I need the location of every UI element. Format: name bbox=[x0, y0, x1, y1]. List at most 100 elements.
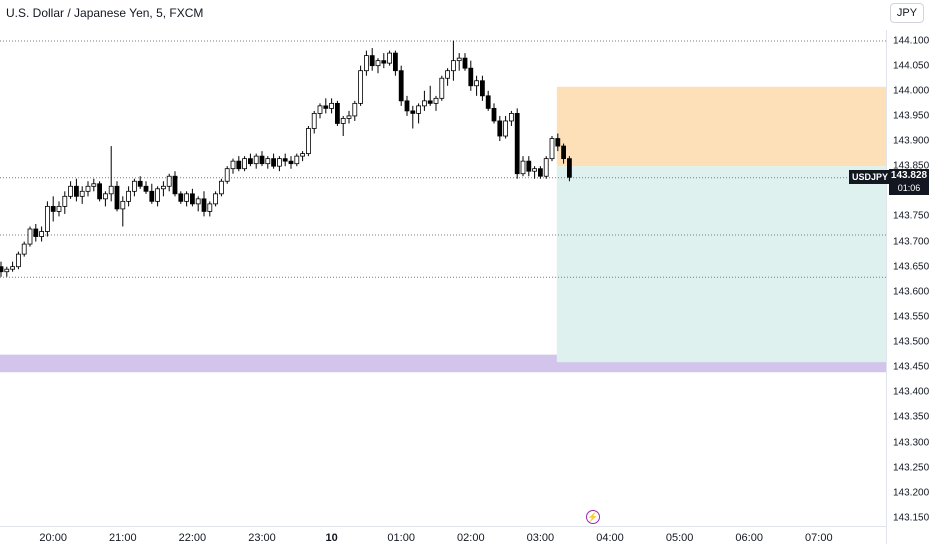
price-tick-label: 143.600 bbox=[893, 286, 930, 298]
candle bbox=[479, 75, 485, 101]
candle bbox=[166, 173, 172, 192]
candle-body bbox=[33, 228, 39, 237]
candle bbox=[21, 241, 27, 257]
candle-body bbox=[468, 67, 474, 87]
candle bbox=[39, 226, 44, 242]
candle bbox=[137, 176, 143, 189]
candle-body bbox=[508, 113, 514, 122]
candle bbox=[33, 223, 39, 242]
candle-body bbox=[375, 60, 381, 67]
candle bbox=[462, 53, 468, 71]
symbol-tag: USDJPY bbox=[849, 170, 892, 185]
candle bbox=[317, 103, 323, 119]
candle bbox=[143, 181, 149, 194]
candle bbox=[120, 196, 126, 227]
time-tick-label: 03:00 bbox=[526, 532, 555, 544]
candle-body bbox=[456, 57, 462, 62]
candle-body bbox=[300, 153, 306, 157]
candle bbox=[62, 191, 68, 214]
candle-body bbox=[450, 60, 456, 72]
candle-body bbox=[85, 185, 91, 192]
candle bbox=[189, 188, 195, 207]
candle-body bbox=[549, 138, 555, 160]
price-tick-label: 143.750 bbox=[893, 210, 930, 222]
candle bbox=[103, 191, 108, 207]
candle-body bbox=[50, 205, 56, 212]
candle-body bbox=[445, 70, 451, 79]
price-tick-label: 143.400 bbox=[893, 386, 930, 398]
candle-body bbox=[439, 77, 445, 99]
price-tick-label: 143.300 bbox=[893, 437, 930, 449]
candle-body bbox=[485, 95, 491, 109]
candle-body bbox=[474, 80, 480, 87]
candle-body bbox=[259, 155, 265, 165]
candle bbox=[410, 105, 416, 129]
candle-body bbox=[62, 195, 68, 207]
time-tick-label: 22:00 bbox=[178, 532, 207, 544]
candle-body bbox=[39, 231, 44, 237]
candle bbox=[114, 181, 120, 212]
candle bbox=[184, 191, 190, 207]
candle-body bbox=[555, 138, 561, 147]
time-tick-label: 21:00 bbox=[109, 532, 137, 544]
candle bbox=[4, 266, 10, 277]
candle-body bbox=[526, 160, 532, 172]
candle-body bbox=[155, 188, 161, 202]
candle-body bbox=[538, 168, 543, 177]
time-tick-label: 05:00 bbox=[665, 532, 694, 544]
candle bbox=[265, 156, 271, 169]
flash-event-icon[interactable]: ⚡ bbox=[586, 510, 600, 524]
candle-body bbox=[276, 158, 282, 167]
candle-body bbox=[97, 183, 102, 200]
candle bbox=[427, 85, 433, 106]
candle-body bbox=[567, 158, 572, 178]
candle-body bbox=[514, 113, 520, 175]
price-tick-label: 143.250 bbox=[893, 462, 930, 474]
candle bbox=[15, 251, 21, 270]
currency-button[interactable]: JPY bbox=[890, 3, 924, 23]
candle bbox=[503, 115, 509, 139]
candle bbox=[253, 153, 259, 169]
candle-body bbox=[120, 200, 126, 210]
candle bbox=[79, 186, 85, 204]
candle bbox=[485, 90, 491, 111]
candle bbox=[56, 201, 62, 217]
candle-body bbox=[91, 183, 97, 187]
price-tick-label: 143.700 bbox=[893, 236, 930, 248]
price-tick-label: 143.200 bbox=[893, 487, 930, 499]
candle-body bbox=[462, 57, 468, 69]
candle bbox=[398, 65, 404, 106]
candle bbox=[323, 98, 329, 114]
candle-body bbox=[271, 158, 277, 167]
candle bbox=[561, 143, 566, 164]
last-price-value: 143.828 bbox=[890, 170, 928, 182]
candle-body bbox=[532, 168, 537, 172]
candle bbox=[10, 261, 16, 272]
candle-body bbox=[253, 155, 259, 165]
time-scale-divider bbox=[0, 526, 886, 527]
candle-body bbox=[143, 185, 149, 192]
candle-body bbox=[247, 158, 253, 165]
candle bbox=[450, 40, 456, 81]
candle-body bbox=[4, 268, 10, 273]
candle-body bbox=[288, 160, 294, 165]
candle bbox=[201, 191, 207, 217]
price-tick-label: 143.850 bbox=[893, 160, 930, 172]
candle bbox=[236, 156, 242, 172]
candle bbox=[508, 110, 514, 126]
price-tick-label: 143.500 bbox=[893, 336, 930, 348]
candle bbox=[375, 58, 381, 74]
candle-body bbox=[68, 185, 73, 197]
candle bbox=[45, 201, 50, 237]
candle bbox=[247, 153, 253, 167]
candle-body bbox=[358, 70, 364, 104]
candle bbox=[126, 186, 131, 207]
candle bbox=[456, 53, 462, 71]
candle-body bbox=[74, 185, 79, 197]
time-tick-label: 20:00 bbox=[39, 532, 67, 544]
candle-body bbox=[340, 118, 346, 124]
candle-body bbox=[491, 107, 497, 122]
candle-body bbox=[15, 253, 21, 268]
price-tick-label: 143.950 bbox=[893, 110, 930, 122]
